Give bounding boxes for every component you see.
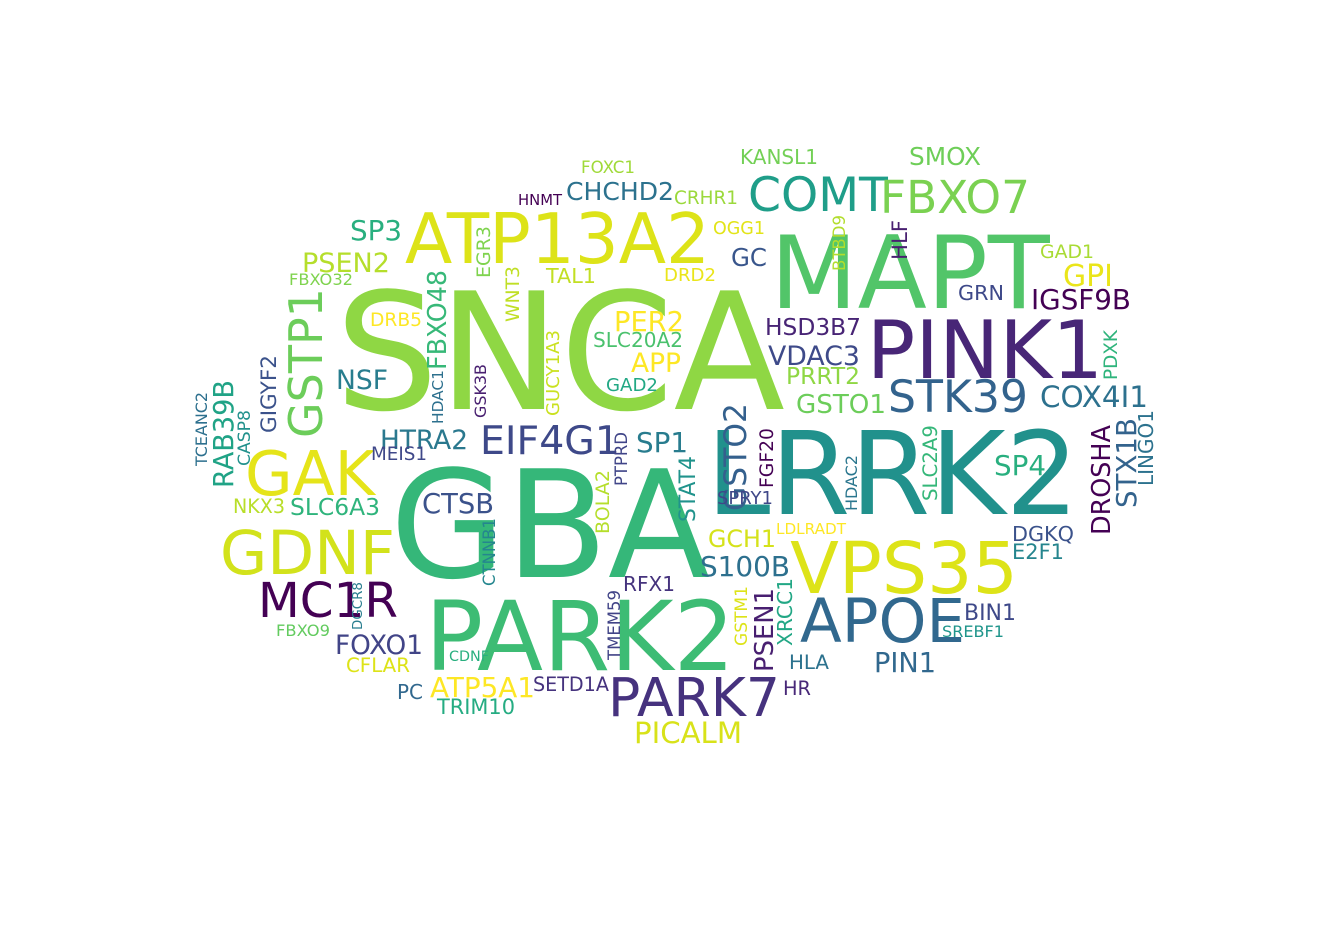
word-nsf: NSF — [336, 364, 388, 396]
word-ldlradt: LDLRADT — [776, 520, 846, 539]
word-slc6a3: SLC6A3 — [290, 493, 380, 522]
word-cdnf: CDNF — [449, 648, 489, 665]
word-bola2: BOLA2 — [591, 470, 614, 534]
word-drd2: DRD2 — [664, 264, 716, 286]
word-gak: GAK — [245, 438, 375, 510]
word-ctnnb1: CTNNB1 — [479, 518, 499, 586]
word-stat4: STAT4 — [676, 456, 702, 522]
word-cflar: CFLAR — [346, 654, 410, 678]
word-slc2a9: SLC2A9 — [919, 425, 943, 501]
word-hnmt: HNMT — [518, 191, 563, 209]
word-gpi: GPI — [1063, 259, 1114, 294]
word-tal1: TAL1 — [546, 263, 596, 288]
word-htra2: HTRA2 — [380, 425, 468, 456]
word-wnt3: WNT3 — [502, 266, 524, 322]
word-dgcr8: DGCR8 — [351, 582, 367, 630]
word-tceanc2: TCEANC2 — [192, 392, 211, 466]
word-hdac2: HDAC2 — [842, 455, 861, 511]
word-kansl1: KANSL1 — [740, 145, 818, 169]
word-e2f1: E2F1 — [1012, 539, 1064, 564]
word-hlf: HLF — [888, 220, 914, 260]
word-gba: GBA — [390, 440, 710, 614]
word-egr3: EGR3 — [472, 226, 495, 278]
word-ptprd: PTPRD — [611, 432, 631, 486]
word-gch1: GCH1 — [708, 525, 776, 554]
word-dgkq: DGKQ — [1012, 521, 1074, 546]
word-gsto1: GSTO1 — [796, 389, 886, 420]
word-mc1r: MC1R — [258, 572, 398, 629]
word-gad2: GAD2 — [606, 374, 658, 396]
word-apoe: APOE — [800, 586, 965, 657]
word-meis1: MEIS1 — [371, 443, 427, 465]
word-smox: SMOX — [909, 141, 981, 171]
word-btbd9: BTBD9 — [829, 215, 849, 271]
word-s100b: S100B — [700, 550, 790, 584]
word-prrt2: PRRT2 — [786, 362, 860, 391]
word-slc20a2: SLC20A2 — [593, 328, 684, 352]
word-fbxo48: FBXO48 — [422, 270, 453, 370]
word-cox4i1: COX4I1 — [1040, 380, 1148, 415]
word-bin1: BIN1 — [964, 601, 1016, 626]
word-gc: GC — [731, 242, 767, 272]
word-pink1: PINK1 — [866, 302, 1104, 397]
word-foxo1: FOXO1 — [335, 630, 424, 661]
word-picalm: PICALM — [634, 716, 742, 751]
word-gigyf2: GIGYF2 — [257, 355, 283, 433]
word-crhr1: CRHR1 — [674, 187, 738, 209]
word-hdac1: HDAC1 — [429, 370, 448, 424]
word-tmem59: TMEM59 — [604, 590, 624, 660]
word-fbxo9: FBXO9 — [276, 620, 330, 640]
word-xrcc1: XRCC1 — [772, 578, 797, 646]
word-gad1: GAD1 — [1040, 241, 1094, 263]
word-stk39: STK39 — [888, 371, 1028, 423]
word-ctsb: CTSB — [422, 489, 494, 521]
word-gstp1: GSTP1 — [279, 288, 333, 438]
word-app: APP — [631, 347, 681, 379]
word-gucy1a3: GUCY1A3 — [543, 330, 564, 416]
word-snca: SNCA — [335, 259, 785, 449]
word-chchd2: CHCHD2 — [566, 176, 675, 206]
word-sp4: SP4 — [994, 449, 1047, 483]
word-ogg1: OGG1 — [713, 219, 765, 240]
word-fgf20: FGF20 — [756, 428, 778, 488]
word-hr: HR — [783, 677, 811, 701]
word-pin1: PIN1 — [874, 648, 936, 680]
word-sp3: SP3 — [350, 214, 403, 248]
word-vps35: VPS35 — [790, 527, 1018, 611]
word-srebf1: SREBF1 — [942, 622, 1004, 641]
word-mapt: MAPT — [770, 214, 1050, 333]
word-lrrk2: LRRK2 — [706, 407, 1079, 542]
word-vdac3: VDAC3 — [768, 340, 860, 372]
word-setd1a: SETD1A — [533, 673, 609, 697]
word-atp5a1: ATP5A1 — [430, 671, 535, 705]
word-grn: GRN — [958, 280, 1004, 305]
word-gdnf: GDNF — [220, 517, 395, 589]
word-rfx1: RFX1 — [623, 572, 675, 596]
word-eif4g1: EIF4G1 — [480, 417, 620, 464]
word-hla: HLA — [789, 651, 829, 675]
word-per2: PER2 — [614, 307, 684, 339]
word-foxc1: FOXC1 — [581, 157, 635, 177]
word-gsk3b: GSK3B — [471, 364, 490, 418]
word-pdxk: PDXK — [1100, 330, 1122, 380]
word-fbxo32: FBXO32 — [289, 269, 353, 289]
word-trim10: TRIM10 — [437, 694, 515, 719]
word-igsf9b: IGSF9B — [1031, 283, 1131, 317]
word-spry1: SPRY1 — [717, 488, 773, 509]
word-drb5: DRB5 — [370, 309, 422, 331]
word-atp13a2: ATP13A2 — [405, 200, 710, 281]
word-rab39b: RAB39B — [209, 380, 241, 488]
word-hsd3b7: HSD3B7 — [765, 313, 862, 342]
word-sp1: SP1 — [636, 426, 689, 460]
word-nkx3: NKX3 — [233, 495, 285, 518]
word-fbxo7: FBXO7 — [880, 170, 1030, 224]
word-lingo1: LINGO1 — [1134, 410, 1158, 486]
word-gstm1: GSTM1 — [731, 586, 752, 646]
word-park7: PARK7 — [608, 666, 780, 730]
word-pc: PC — [397, 680, 423, 704]
word-park2: PARK2 — [425, 580, 735, 694]
word-psen2: PSEN2 — [302, 247, 390, 279]
word-comt: COMT — [748, 168, 888, 224]
